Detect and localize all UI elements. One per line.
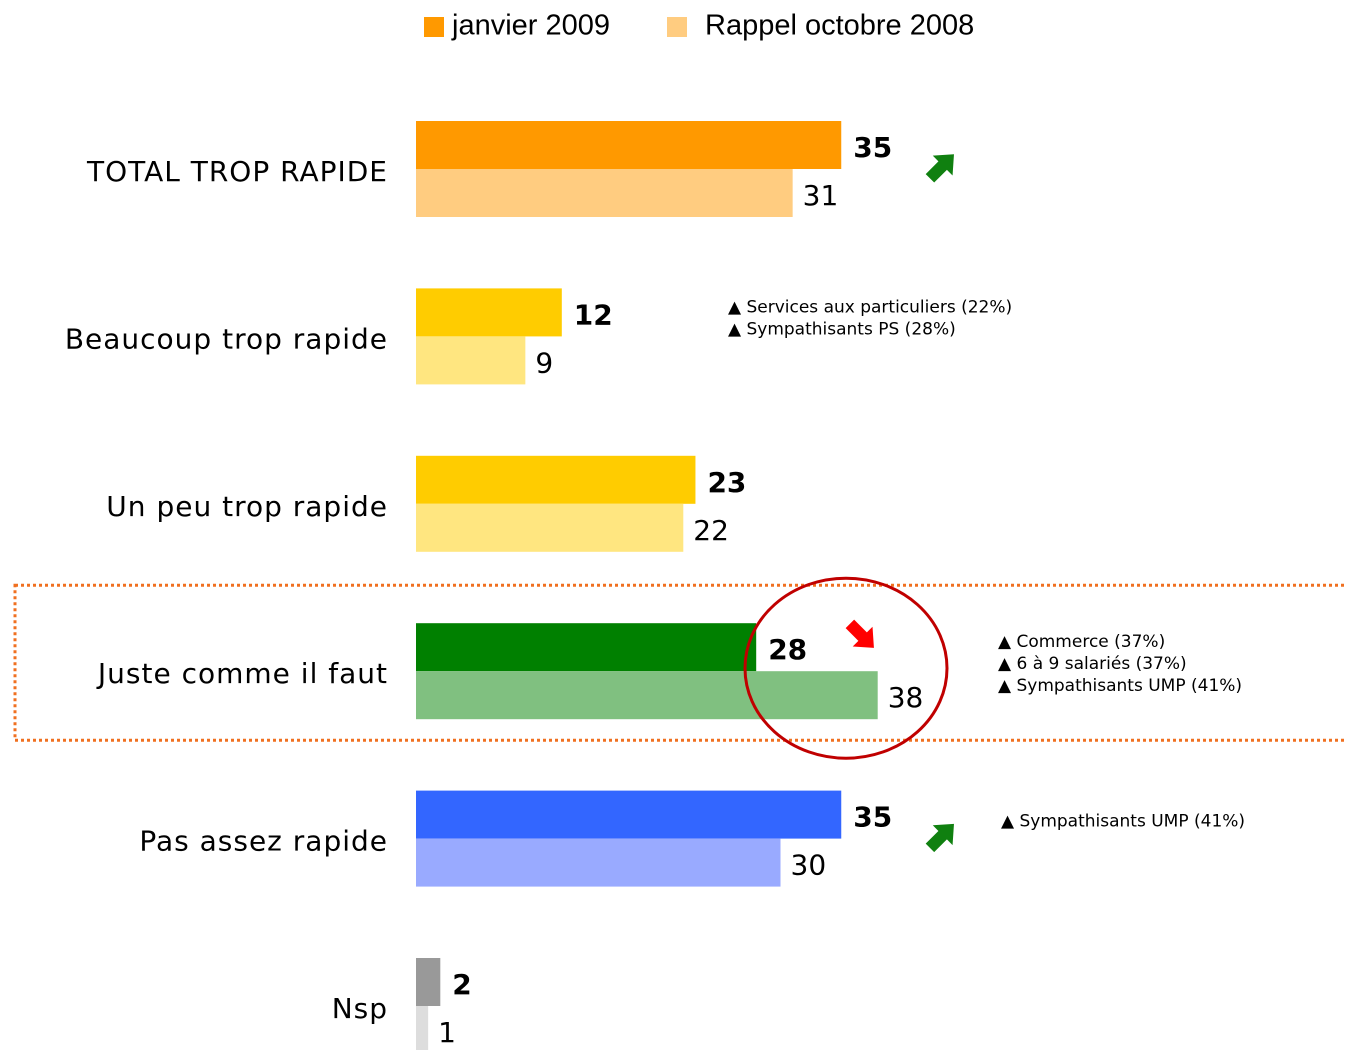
value-label: 2: [452, 968, 471, 1001]
annotation: ▲ Commerce (37%): [998, 632, 1165, 652]
bar: [416, 790, 842, 839]
trend-arrow: [925, 823, 954, 853]
legend-label: janvier 2009: [451, 10, 610, 42]
bar: [416, 1006, 429, 1050]
highlight-circle: [743, 576, 949, 760]
bar: [416, 958, 441, 1006]
trend-arrow: [925, 154, 954, 183]
bar: [416, 671, 878, 720]
category-label: Pas assez rapide: [139, 825, 388, 858]
category-label: Un peu trop rapide: [106, 490, 388, 523]
bar: [416, 838, 781, 887]
value-label: 38: [888, 681, 924, 714]
legend-swatch: [424, 17, 444, 37]
category-label: Juste comme il faut: [96, 657, 388, 690]
value-label: 22: [693, 514, 729, 547]
legend-swatch: [667, 17, 687, 37]
value-label: 30: [791, 849, 827, 882]
trend-arrow: [845, 619, 874, 648]
category-label: Beaucoup trop rapide: [65, 322, 388, 355]
bar: [416, 121, 842, 169]
annotation: ▲ Sympathisants UMP (41%): [1001, 812, 1245, 832]
legend-label: Rappel octobre 2008: [705, 10, 974, 42]
value-label: 35: [853, 801, 892, 834]
annotation: ▲ 6 à 9 salariés (37%): [998, 654, 1187, 674]
value-label: 1: [438, 1016, 456, 1049]
value-label: 35: [853, 131, 892, 164]
value-label: 28: [768, 633, 807, 666]
annotation: ▲ Sympathisants PS (28%): [728, 319, 956, 339]
bar: [416, 623, 757, 672]
value-label: 23: [707, 466, 746, 499]
bar: [416, 503, 684, 552]
bar: [416, 455, 696, 504]
value-label: 9: [535, 346, 553, 379]
bar: [416, 288, 562, 337]
value-label: 31: [803, 179, 839, 212]
bar: [416, 169, 793, 217]
annotation: ▲ Services aux particuliers (22%): [728, 297, 1012, 317]
annotation: ▲ Sympathisants UMP (41%): [998, 676, 1242, 696]
category-label: TOTAL TROP RAPIDE: [86, 155, 388, 188]
value-label: 12: [574, 298, 613, 331]
bar: [416, 336, 526, 385]
category-label: Nsp: [332, 992, 388, 1025]
highlight-box: [13, 583, 1346, 742]
